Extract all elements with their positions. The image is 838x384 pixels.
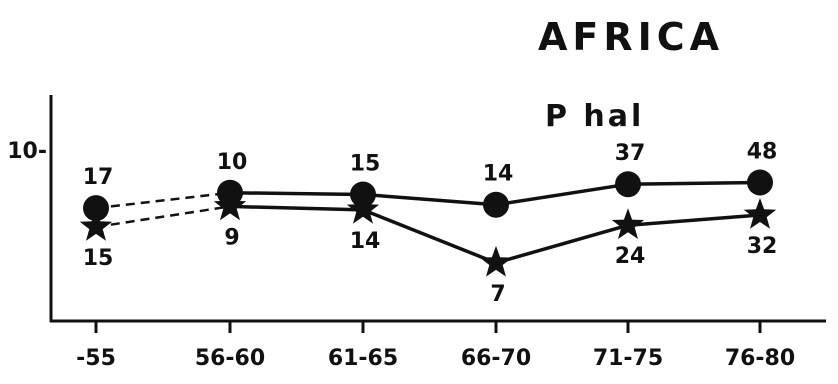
star-series-segment [627,213,761,227]
x-tick-label: -55 [76,346,116,371]
star-marker [611,208,645,239]
x-tick-label: 71-75 [593,346,663,371]
data-label: 7 [490,282,505,307]
circle-marker [83,195,109,222]
star-marker [479,245,513,277]
star-marker [79,209,113,241]
star-series-segment [229,204,364,212]
data-label: 17 [83,165,114,190]
star-series-segment [362,208,497,265]
circle-series-segment [627,180,761,186]
data-label: 15 [350,151,381,176]
chart-marks: -55 56-60 61-65 66-70 71-75 76-80 10- 17 10 15 14 3… [7,139,795,371]
chart-title: AFRICA [538,15,724,59]
star-marker [213,189,247,221]
star-marker [743,198,777,229]
x-tick-label: 56-60 [195,346,265,371]
star-series-segment [95,205,231,229]
data-label: 9 [224,225,239,250]
circle-marker [747,169,773,196]
circle-series-segment [229,191,364,197]
x-tick-label: 76-80 [725,346,795,371]
data-label: 14 [483,162,514,187]
star-series-segment [495,223,629,265]
star-marker [346,192,380,224]
data-label: 10 [217,150,248,175]
data-label: 32 [747,234,778,259]
data-label: 37 [615,141,646,166]
circle-series-segment [362,192,497,207]
data-label: 15 [83,246,114,271]
x-tick-label: 66-70 [461,346,531,371]
circle-series-segment [495,182,629,207]
circle-marker [483,191,509,218]
data-label: 14 [350,229,381,254]
data-label: 24 [615,244,646,269]
y-tick-label: 10- [7,139,47,164]
chart-subtitle: P hal [545,99,644,134]
data-label: 48 [747,139,778,164]
circle-series-segment [95,191,231,210]
circle-marker [615,171,641,198]
x-tick-label: 61-65 [328,346,398,371]
